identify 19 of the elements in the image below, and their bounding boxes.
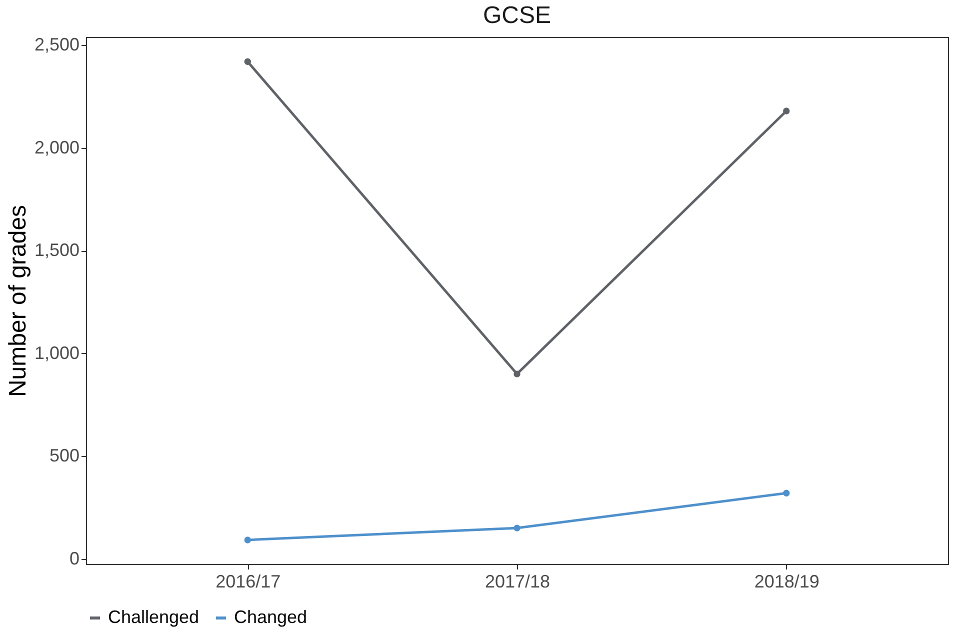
y-tick-label: 0 [69,548,80,568]
point [783,108,790,114]
point [244,536,251,544]
point [783,490,790,496]
y-tick-label: 1,500 [34,240,80,260]
point [514,524,520,532]
y-axis-title: Number of grades [4,204,32,398]
y-tick-label: 2,500 [34,34,80,55]
x-tick-label: 2017/18 [484,572,550,592]
x-tick-label: 2016/17 [216,572,281,592]
legend-label: Changed [234,607,308,627]
chart-title: GCSE [482,2,552,30]
point [514,370,520,378]
y-tick-label: 2,000 [34,137,80,158]
point [244,58,251,65]
x-tick-label: 2018/19 [754,572,820,592]
legend-label: Challenged [108,607,200,627]
y-tick-label: 500 [49,446,80,466]
y-tick-label: 1,000 [34,342,80,363]
